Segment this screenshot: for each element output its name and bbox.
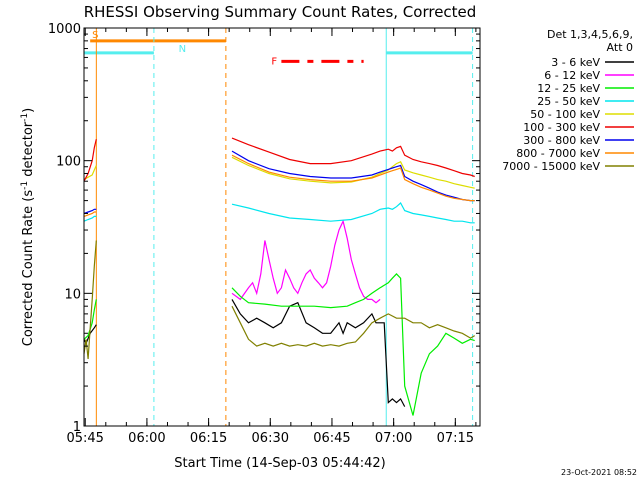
legend-label-25-50-kev: 25 - 50 keV <box>537 95 600 108</box>
x-tick-label: 06:30 <box>252 431 289 446</box>
flare-flag-label: F <box>271 56 277 67</box>
series-line-100-300-kev <box>83 139 97 182</box>
plot-frame <box>83 27 481 427</box>
series-line-25-50-kev <box>231 202 475 224</box>
series-line-25-50-kev <box>83 215 97 222</box>
y-label-end: ) <box>21 108 36 113</box>
plot-area: S N F <box>83 27 481 427</box>
legend-label-6-12-kev: 6 - 12 keV <box>544 69 600 82</box>
series-line-12-25-kev <box>83 299 97 340</box>
footer-timestamp: 23-Oct-2021 08:52 <box>561 468 637 477</box>
series-line-50-100-kev <box>83 165 97 181</box>
legend-label-100-300-kev: 100 - 300 keV <box>523 121 600 134</box>
y-label-mid: detector <box>21 121 36 181</box>
y-label-sup2: -1 <box>20 113 30 122</box>
legend-label-3-6-kev: 3 - 6 keV <box>551 56 600 69</box>
y-axis-ticks: 1 10 100 1000 <box>48 22 480 435</box>
y-tick-label: 100 <box>56 155 81 170</box>
x-tick-label: 07:00 <box>375 431 412 446</box>
x-tick-label: 06:15 <box>190 431 227 446</box>
series-lines <box>83 137 476 416</box>
series-line-100-300-kev <box>231 137 475 178</box>
x-tick-label: 05:45 <box>66 431 103 446</box>
x-axis-ticks: 05:45 06:00 06:15 06:30 06:45 07:00 07:15 <box>66 28 477 446</box>
series-line-50-100-kev <box>231 156 475 189</box>
series-line-3-6-kev <box>231 299 406 407</box>
series-line-7000-15000-kev <box>83 240 97 360</box>
legend-label-50-100-kev: 50 - 100 keV <box>530 108 600 121</box>
y-tick-label: 10 <box>64 287 81 302</box>
y-axis-label: Corrected Count Rate (s-1 detector-1) <box>20 108 36 346</box>
y-label-sup1: -1 <box>20 181 30 190</box>
legend-title-line2: Att 0 <box>607 41 633 54</box>
x-tick-label: 07:15 <box>437 431 474 446</box>
night-flag-label: N <box>179 44 186 55</box>
legend-title-line1: Det 1,3,4,5,6,9, <box>547 28 633 41</box>
series-line-300-800-kev <box>83 208 97 215</box>
y-label-main: Corrected Count Rate (s <box>21 190 36 347</box>
x-tick-label: 06:00 <box>128 431 165 446</box>
series-line-7000-15000-kev <box>231 305 476 347</box>
series-line-6-12-kev <box>231 219 381 304</box>
legend-label-7000-15000-kev: 7000 - 15000 keV <box>502 160 600 173</box>
chart-title: RHESSI Observing Summary Count Rates, Co… <box>84 3 477 21</box>
series-line-12-25-kev <box>231 273 475 416</box>
series-line-300-800-kev <box>231 150 475 202</box>
legend-label-800-7000-kev: 800 - 7000 keV <box>516 147 600 160</box>
legend-label-12-25-kev: 12 - 25 keV <box>537 82 600 95</box>
legend-label-300-800-kev: 300 - 800 keV <box>523 134 600 147</box>
x-axis-label: Start Time (14-Sep-03 05:44:42) <box>174 456 385 471</box>
y-tick-label: 1000 <box>48 22 81 37</box>
series-line-800-7000-kev <box>83 211 97 217</box>
y-tick-label: 1 <box>73 420 81 435</box>
saa-flag-label: S <box>92 30 98 41</box>
x-tick-label: 06:45 <box>313 431 350 446</box>
flag-bars: S N F <box>84 30 473 67</box>
series-line-800-7000-kev <box>231 154 475 202</box>
